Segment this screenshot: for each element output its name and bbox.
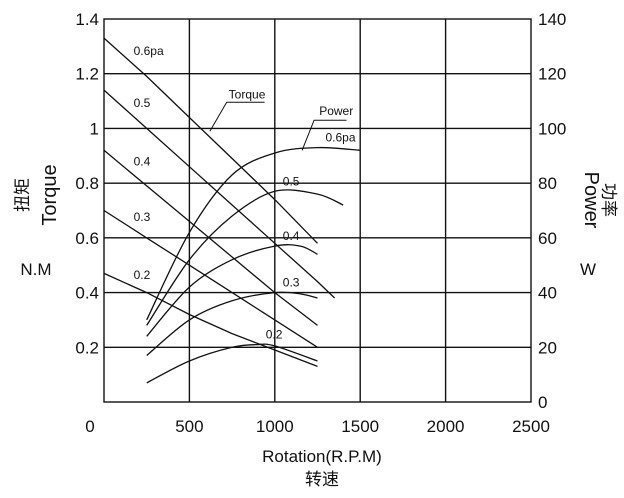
y-right-tick-label: 80 (538, 174, 557, 193)
torque-line-04 (103, 149, 318, 326)
y-left-tick-label: 0.4 (75, 284, 99, 303)
power-curve-02 (146, 343, 318, 384)
x-tick-label: 1000 (256, 417, 294, 436)
y-right-label-cn: 功率 (598, 183, 618, 217)
power-curve-03 (146, 291, 318, 356)
y-right-tick-label: 140 (538, 10, 566, 29)
y-right-tick-label: 120 (538, 65, 566, 84)
torque-line-label: 0.5 (134, 96, 151, 110)
torque-line-label: 0.2 (134, 268, 151, 282)
y-left-tick-label: 0.8 (75, 174, 99, 193)
y-left-label-cn: 扭矩 (13, 178, 33, 212)
y-left-tick-label: 1.4 (75, 10, 99, 29)
torque-line-02 (103, 272, 318, 368)
torque-line-label: 0.4 (134, 155, 151, 169)
torque-line-label: 0.3 (134, 210, 151, 224)
y-left-tick-label: 0.2 (75, 338, 99, 357)
power-curve-label: 0.6pa (326, 131, 356, 145)
x-axis-label: Rotation(R.P.M) (262, 447, 382, 466)
y-right-tick-label: 40 (538, 284, 557, 303)
x-tick-label: 1500 (341, 417, 379, 436)
y-right-tick-label: 60 (538, 229, 557, 248)
y-right-unit: W (580, 260, 596, 279)
x-axis-label-cn: 转速 (305, 470, 339, 490)
y-left-tick-label: 1 (90, 119, 99, 138)
power-curve-label: 0.5 (283, 174, 300, 188)
torque-annotation-leader (209, 101, 265, 132)
y-right-label: Power (580, 172, 602, 229)
y-left-label: Torque (39, 164, 61, 225)
power-annotation-leader (301, 119, 347, 151)
y-right-tick-label: 0 (538, 393, 547, 412)
power-curve-label: 0.2 (266, 328, 283, 342)
y-left-unit: N.M (20, 260, 51, 279)
torque-line-03 (103, 209, 318, 348)
x-tick-label: 2000 (427, 417, 465, 436)
torque-line-05 (103, 89, 336, 299)
y-left-tick-label: 0.6 (75, 229, 99, 248)
power-curve-label: 0.3 (283, 276, 300, 290)
x-tick-label: 2500 (512, 417, 550, 436)
torque-line-06pa (103, 37, 318, 244)
power-curve-05 (146, 189, 344, 326)
power-curve-06pa (146, 146, 361, 321)
torque-annotation: Torque (229, 87, 266, 101)
torque-line-label: 0.6pa (134, 44, 164, 58)
power-annotation: Power (319, 104, 353, 118)
y-left-tick-label: 1.2 (75, 65, 99, 84)
y-right-tick-label: 20 (538, 338, 557, 357)
plot-frame (103, 18, 532, 403)
x-tick-label: 500 (175, 417, 203, 436)
power-curve-04 (146, 244, 318, 337)
x-tick-label: 0 (85, 417, 94, 436)
power-curve-label: 0.4 (283, 229, 300, 243)
y-right-tick-label: 100 (538, 119, 566, 138)
